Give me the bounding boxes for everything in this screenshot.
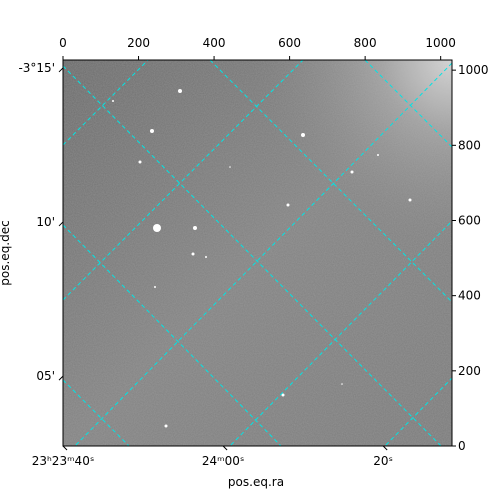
x-axis-label: pos.eq.ra [228, 475, 284, 489]
x-tick-label: 1000 [425, 36, 456, 50]
ra-tick-label: 23ʰ23ᵐ40ˢ [32, 454, 95, 468]
dec-tick [58, 375, 64, 381]
y-tick-label: 1000 [458, 63, 489, 77]
dec-tick-label: 05' [36, 369, 55, 383]
ra-tick [382, 445, 388, 451]
y-tick-label: 600 [458, 213, 481, 227]
y-tick-label: 0 [458, 439, 466, 453]
y-tick-label: 200 [458, 364, 481, 378]
dec-tick [58, 221, 64, 227]
x-tick-label: 200 [127, 36, 150, 50]
x-tick-label: 600 [278, 36, 301, 50]
axes-frame [62, 59, 453, 447]
dec-tick-label: 10' [36, 215, 55, 229]
x-tick-label: 800 [354, 36, 377, 50]
y-tick-label: 400 [458, 289, 481, 303]
ra-tick-label: 24ᵐ00ˢ [202, 454, 245, 468]
ra-tick-label: 20ˢ [373, 454, 393, 468]
sky-image [63, 60, 452, 446]
y-axis-label: pos.eq.dec [0, 220, 12, 285]
ra-tick [222, 445, 228, 451]
dec-tick [58, 67, 64, 73]
x-tick-label: 0 [59, 36, 67, 50]
stars [112, 89, 412, 428]
coordinate-grid [63, 60, 452, 446]
ra-tick [62, 445, 68, 451]
x-tick-label: 400 [203, 36, 226, 50]
dec-tick-label: -3°15' [18, 61, 55, 75]
y-tick-label: 800 [458, 138, 481, 152]
